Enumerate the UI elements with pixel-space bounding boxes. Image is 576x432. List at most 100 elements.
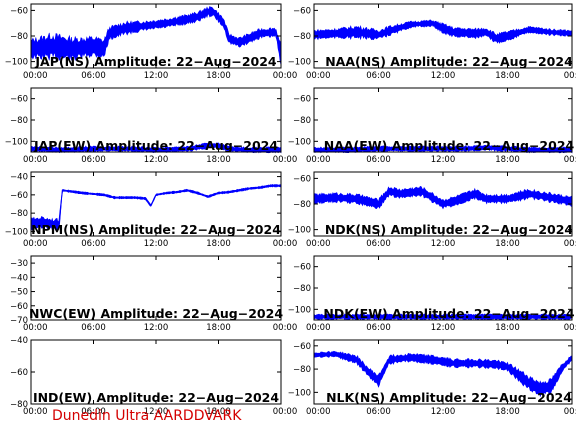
ytick-label: −70 <box>10 316 28 326</box>
ytick-label: −30 <box>10 259 28 269</box>
xtick-label: 12:00 <box>144 323 169 333</box>
ytick-label: −100 <box>288 137 311 147</box>
panel-title-npm-ns: NPM(NS) Amplitude: 22−Aug−2024 <box>31 222 281 237</box>
xtick-label: 00:00 <box>273 407 298 417</box>
trace-line-naa-ew <box>314 147 572 151</box>
trace-band-ndk-ns <box>313 185 573 210</box>
xtick-label: 06:00 <box>81 239 106 249</box>
footer-label: Dunedin Ultra AARDDVARK <box>52 408 242 424</box>
ytick-label: −60 <box>10 6 28 16</box>
xtick-label: 18:00 <box>495 239 520 249</box>
ytick-label: −80 <box>10 209 28 219</box>
trace-line-naa-ns <box>313 22 573 40</box>
trace-line-jap-ns <box>30 11 282 56</box>
xtick-label: 18:00 <box>495 323 520 333</box>
ytick-label: −60 <box>10 302 28 312</box>
ytick-label: −80 <box>293 116 311 126</box>
xtick-label: 00:00 <box>306 323 331 333</box>
panel-ndk-ew: −100 −80 −60 00:00 06:00 12:00 18:00 00:00 NDK(E… <box>288 255 576 333</box>
panel-jap-ew: −100 −80 −60 00:00 06:00 12:00 18:00 00:00 JAP(E… <box>5 87 297 165</box>
panel-naa-ew: −100 −80 −60 00:00 06:00 12:00 18:00 00:00 NAA(E… <box>288 87 576 165</box>
xtick-label: 18:00 <box>206 239 231 249</box>
panel-title-jap-ew: JAP(EW) Amplitude: 22−Aug−2024 <box>33 138 278 153</box>
xtick-label: 00:00 <box>564 407 576 417</box>
ytick-label: −60 <box>293 342 311 352</box>
ytick-label: −40 <box>10 273 28 283</box>
panel-title-ndk-ns: NDK(NS) Amplitude: 22−Aug−2024 <box>325 222 574 237</box>
xtick-label: 18:00 <box>495 155 520 165</box>
xtick-label: 00:00 <box>306 239 331 249</box>
ytick-label: −100 <box>288 305 311 315</box>
xtick-label: 12:00 <box>144 155 169 165</box>
xtick-label: 18:00 <box>495 407 520 417</box>
panel-title-naa-ew: NAA(EW) Amplitude: 22−Aug−2024 <box>324 138 575 153</box>
panel-title-nwc-ew: NWC(EW) Amplitude: 22−Aug−2024 <box>29 306 283 321</box>
xtick-label: 00:00 <box>23 71 48 81</box>
ytick-label: −50 <box>10 288 28 298</box>
panel-naa-ns: −100 −80 −60 00:00 06:00 12:00 18:00 00:00 NAA(N… <box>288 3 576 81</box>
ytick-label: −60 <box>10 191 28 201</box>
panel-nwc-ew: −70 −60 −50 −40 −30 00:00 06:00 12:00 18:00 00:00… <box>10 255 297 333</box>
xtick-label: 00:00 <box>564 239 576 249</box>
ytick-label: −60 <box>293 174 311 184</box>
ytick-label: −100 <box>5 58 28 68</box>
panel-jap-ns: −100 −80 −60 00:00 06:00 12:00 18:00 00:00 JAP(N… <box>5 3 298 81</box>
trace-line-jap-ew <box>30 145 281 151</box>
xtick-label: 00:00 <box>306 407 331 417</box>
xtick-label: 06:00 <box>81 407 106 417</box>
panel-title-ndk-ew: NDK(EW) Amplitude: 22−Aug−2024 <box>323 306 574 321</box>
xtick-label: 06:00 <box>81 323 106 333</box>
xtick-label: 00:00 <box>273 71 298 81</box>
ytick-label: −80 <box>293 200 311 210</box>
xtick-label: 12:00 <box>144 71 169 81</box>
xtick-label: 18:00 <box>495 71 520 81</box>
ytick-label: −100 <box>288 58 311 68</box>
trace-band-naa-ns <box>313 19 573 44</box>
xtick-label: 00:00 <box>23 239 48 249</box>
xtick-label: 00:00 <box>273 239 298 249</box>
xtick-label: 00:00 <box>23 155 48 165</box>
xtick-label: 06:00 <box>366 155 391 165</box>
ytick-label: −80 <box>10 116 28 126</box>
ytick-label: −80 <box>293 32 311 42</box>
ytick-label: −80 <box>293 365 311 375</box>
trace-line-nlk-ns <box>313 353 573 390</box>
xtick-label: 18:00 <box>206 71 231 81</box>
panel-title-nlk-ns: NLK(NS) Amplitude: 22−Aug−2024 <box>326 390 572 405</box>
panel-nlk-ns: −100 −80 −60 00:00 06:00 12:00 18:00 00:00 NLK(N… <box>288 339 576 417</box>
xtick-label: 06:00 <box>366 239 391 249</box>
xtick-label: 00:00 <box>564 155 576 165</box>
xtick-label: 00:00 <box>564 323 576 333</box>
panel-ndk-ns: −100 −80 −60 00:00 06:00 12:00 18:00 00:00 NDK(N… <box>288 171 576 249</box>
panel-npm-ns: −100 −80 −60 −40 00:00 06:00 12:00 18:00 00:00 NP… <box>5 171 298 249</box>
xtick-label: 06:00 <box>81 71 106 81</box>
xtick-label: 18:00 <box>206 155 231 165</box>
xtick-label: 00:00 <box>23 407 48 417</box>
xtick-label: 12:00 <box>431 239 456 249</box>
ytick-label: −60 <box>10 95 28 105</box>
panel-title-jap-ns: JAP(NS) Amplitude: 22−Aug−2024 <box>34 54 277 69</box>
ytick-label: −80 <box>10 32 28 42</box>
xtick-label: 00:00 <box>306 155 331 165</box>
ytick-label: −100 <box>288 226 311 236</box>
xtick-label: 00:00 <box>564 71 576 81</box>
ytick-label: −100 <box>288 388 311 398</box>
xtick-label: 18:00 <box>206 407 231 417</box>
panel-title-naa-ns: NAA(NS) Amplitude: 22−Aug−2024 <box>325 54 573 69</box>
xtick-label: 00:00 <box>306 71 331 81</box>
trace-line-ndk-ns <box>313 190 573 205</box>
xtick-label: 00:00 <box>23 323 48 333</box>
ytick-label: −80 <box>293 284 311 294</box>
xtick-label: 12:00 <box>431 323 456 333</box>
xtick-label: 12:00 <box>431 155 456 165</box>
xtick-label: 18:00 <box>206 323 231 333</box>
trace-line-npm-ns <box>30 185 281 226</box>
ytick-label: −40 <box>10 173 28 183</box>
xtick-label: 12:00 <box>431 71 456 81</box>
ytick-label: −100 <box>5 227 28 237</box>
xtick-label: 12:00 <box>144 239 169 249</box>
panel-title-ind-ew: IND(EW) Amplitude: 22−Aug−2024 <box>33 390 279 405</box>
ytick-label: −100 <box>5 137 28 147</box>
ytick-label: −60 <box>293 6 311 16</box>
